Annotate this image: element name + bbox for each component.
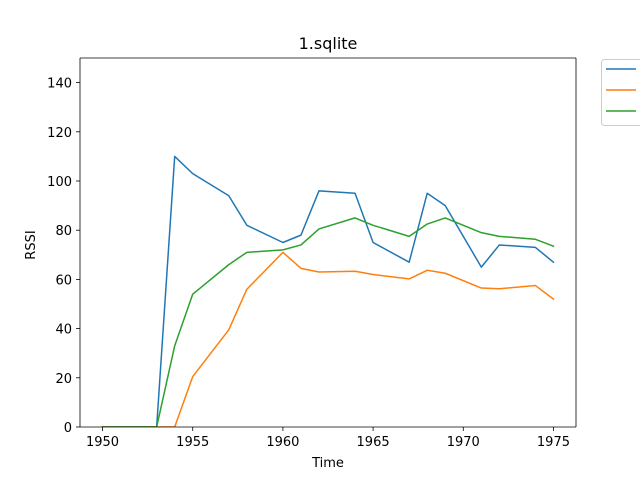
y-tick-label: 100 (47, 175, 72, 190)
chart-title: 1.sqlite (299, 34, 358, 53)
series-line-3 (101, 217, 555, 427)
y-axis-label: RSSI (24, 230, 39, 259)
plot-area (101, 155, 555, 427)
legend-box (601, 59, 640, 126)
y-tick-label: 120 (47, 126, 72, 141)
x-tick-label: 1955 (176, 435, 209, 450)
x-axis-label: Time (311, 456, 344, 471)
x-tick-label: 1975 (537, 435, 570, 450)
x-tick-label: 1965 (357, 435, 390, 450)
legend (601, 59, 640, 126)
x-tick-label: 1950 (86, 435, 119, 450)
series-group (101, 155, 555, 427)
y-tick-label: 20 (55, 372, 72, 387)
series-line-1 (101, 155, 555, 427)
y-tick-label: 60 (55, 273, 72, 288)
series-line-2 (101, 251, 555, 427)
axes: 1950 1955 1960 1965 1970 1975 0 20 40 60 80 100 120 1… (47, 57, 577, 450)
x-tick-label: 1970 (447, 435, 480, 450)
y-tick-label: 80 (55, 224, 72, 239)
y-tick-label: 0 (64, 421, 72, 436)
y-tick-label: 140 (47, 77, 72, 92)
x-tick-label: 1960 (266, 435, 299, 450)
y-tick-label: 40 (55, 323, 72, 338)
